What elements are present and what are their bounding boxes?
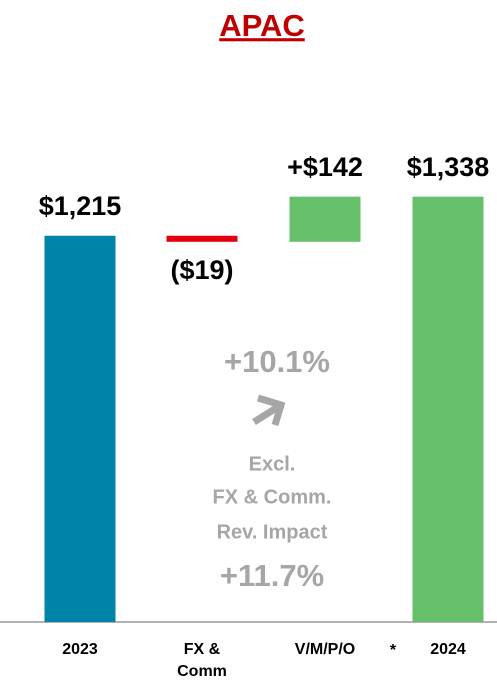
bar	[166, 235, 238, 242]
value-label: $1,338	[407, 152, 490, 182]
arrow-icon	[252, 394, 286, 427]
annotation: +11.7%	[220, 558, 324, 593]
bar	[44, 235, 116, 623]
bar	[289, 196, 361, 242]
value-label: $1,215	[39, 191, 122, 221]
x-tick-label: V/M/P/O	[294, 641, 356, 658]
annotation: FX & Comm.	[213, 486, 332, 508]
chart-title: APAC	[219, 8, 305, 43]
bar	[412, 196, 484, 622]
annotation: *	[390, 642, 397, 659]
annotation: +10.1%	[224, 344, 330, 379]
annotation: Excl.	[249, 453, 296, 475]
x-tick-label: 2023	[62, 641, 98, 658]
annotation: Rev. Impact	[217, 521, 328, 543]
x-tick-label: 2024	[430, 641, 466, 658]
value-label: ($19)	[170, 255, 233, 285]
x-tick-label: FX & Comm	[177, 641, 227, 680]
value-label: +$142	[287, 152, 363, 182]
